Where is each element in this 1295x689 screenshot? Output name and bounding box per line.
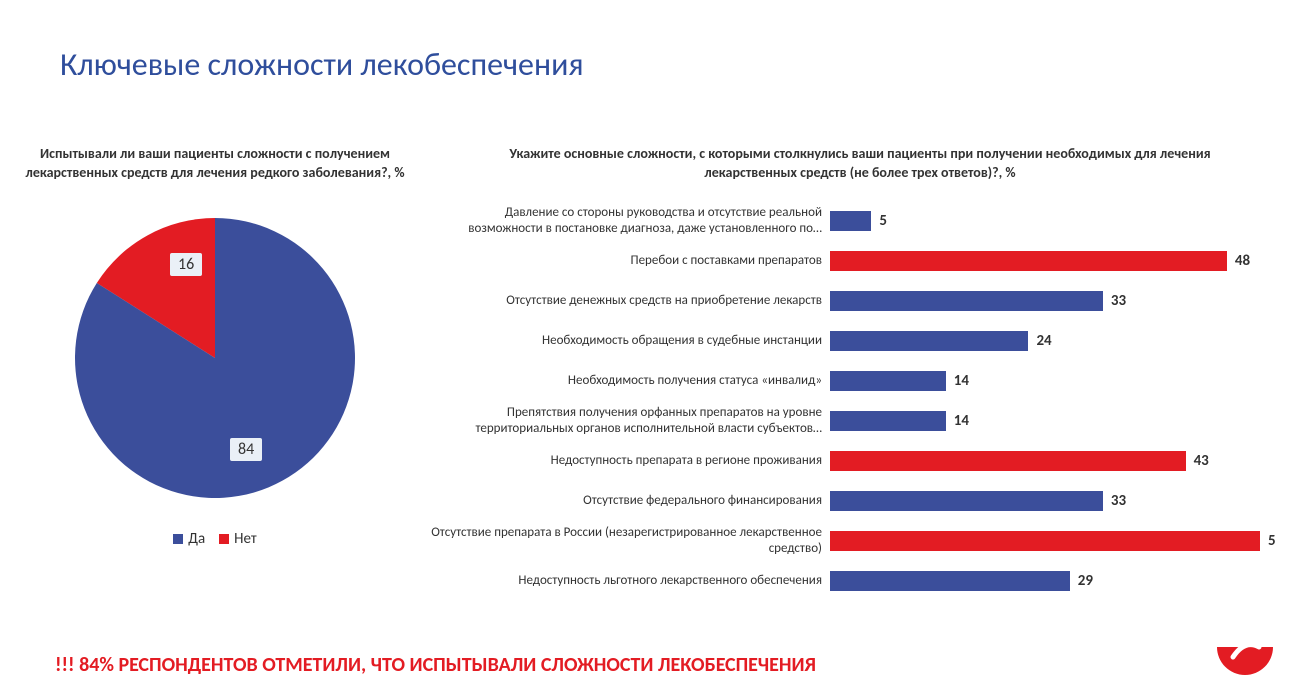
bar-track: 33 (830, 291, 1260, 311)
bar-label: Недоступность препарата в регионе прожив… (430, 453, 830, 469)
bar-value: 5 (1260, 532, 1276, 550)
bars-list: Давление со стороны руководства и отсутс… (430, 201, 1290, 601)
bar-value: 14 (946, 412, 969, 430)
pie-value-label: 84 (230, 438, 262, 461)
legend-label: Нет (234, 530, 257, 548)
bar-track: 33 (830, 491, 1260, 511)
bar-row: Отсутствие федерального финансирования 33 (430, 481, 1290, 521)
bar-fill (830, 211, 871, 231)
bar-label: Необходимость получения статуса «инвалид… (430, 373, 830, 389)
bar-fill (830, 571, 1070, 591)
bar-track: 5 (830, 211, 1260, 231)
bar-row: Недоступность препарата в регионе прожив… (430, 441, 1290, 481)
bar-value: 29 (1070, 572, 1093, 590)
bar-row: Недоступность льготного лекарственного о… (430, 561, 1290, 601)
bar-fill (830, 251, 1227, 271)
pie-chart-section: Испытывали ли ваши пациенты сложности с … (0, 145, 430, 548)
pie-value-label: 16 (170, 253, 202, 276)
bar-value: 33 (1103, 292, 1126, 310)
bar-label: Необходимость обращения в судебные инста… (430, 333, 830, 349)
legend-label: Да (188, 530, 205, 548)
bar-label: Отсутствие федерального финансирования (430, 493, 830, 509)
bar-fill (830, 491, 1103, 511)
slide-title: Ключевые сложности лекобеспечения (60, 45, 584, 84)
bar-label: Отсутствие денежных средств на приобрете… (430, 293, 830, 309)
bar-value: 33 (1103, 492, 1126, 510)
bar-value: 5 (871, 212, 887, 230)
bar-track: 14 (830, 411, 1260, 431)
pie-legend: Да Нет (0, 530, 430, 548)
logo-icon (1215, 617, 1275, 677)
bar-fill (830, 451, 1186, 471)
bar-fill (830, 371, 946, 391)
bar-row: Препятствия получения орфанных препарато… (430, 401, 1290, 441)
bar-value: 14 (946, 372, 969, 390)
bar-fill (830, 531, 1260, 551)
bar-track: 5 (830, 531, 1260, 551)
bar-row: Давление со стороны руководства и отсутс… (430, 201, 1290, 241)
bar-track: 14 (830, 371, 1260, 391)
bar-fill (830, 291, 1103, 311)
bar-label: Давление со стороны руководства и отсутс… (430, 205, 830, 236)
bar-row: Необходимость получения статуса «инвалид… (430, 361, 1290, 401)
bar-fill (830, 331, 1028, 351)
bar-row: Отсутствие препарата в России (незарегис… (430, 521, 1290, 561)
pie-svg (65, 208, 365, 508)
bar-track: 48 (830, 251, 1260, 271)
bar-label: Препятствия получения орфанных препарато… (430, 405, 830, 436)
bar-track: 29 (830, 571, 1260, 591)
bar-row: Необходимость обращения в судебные инста… (430, 321, 1290, 361)
bar-track: 43 (830, 451, 1260, 471)
bar-row: Отсутствие денежных средств на приобрете… (430, 281, 1290, 321)
legend-swatch (219, 534, 229, 544)
bar-fill (830, 411, 946, 431)
bar-value: 43 (1186, 452, 1209, 470)
bar-chart-section: Укажите основные сложности, с которыми с… (430, 145, 1290, 601)
bar-label: Отсутствие препарата в России (незарегис… (430, 525, 830, 556)
pie-chart: 1684 (65, 208, 365, 508)
footer-note: !!! 84% РЕСПОНДЕНТОВ ОТМЕТИЛИ, ЧТО ИСПЫТ… (55, 653, 816, 677)
bar-track: 24 (830, 331, 1260, 351)
bar-value: 48 (1227, 252, 1250, 270)
bar-row: Перебои с поставками препаратов 48 (430, 241, 1290, 281)
bar-question: Укажите основные сложности, с которыми с… (430, 145, 1290, 183)
bar-label: Недоступность льготного лекарственного о… (430, 573, 830, 589)
legend-swatch (173, 534, 183, 544)
bar-value: 24 (1028, 332, 1051, 350)
pie-question: Испытывали ли ваши пациенты сложности с … (0, 145, 430, 183)
bar-label: Перебои с поставками препаратов (430, 253, 830, 269)
